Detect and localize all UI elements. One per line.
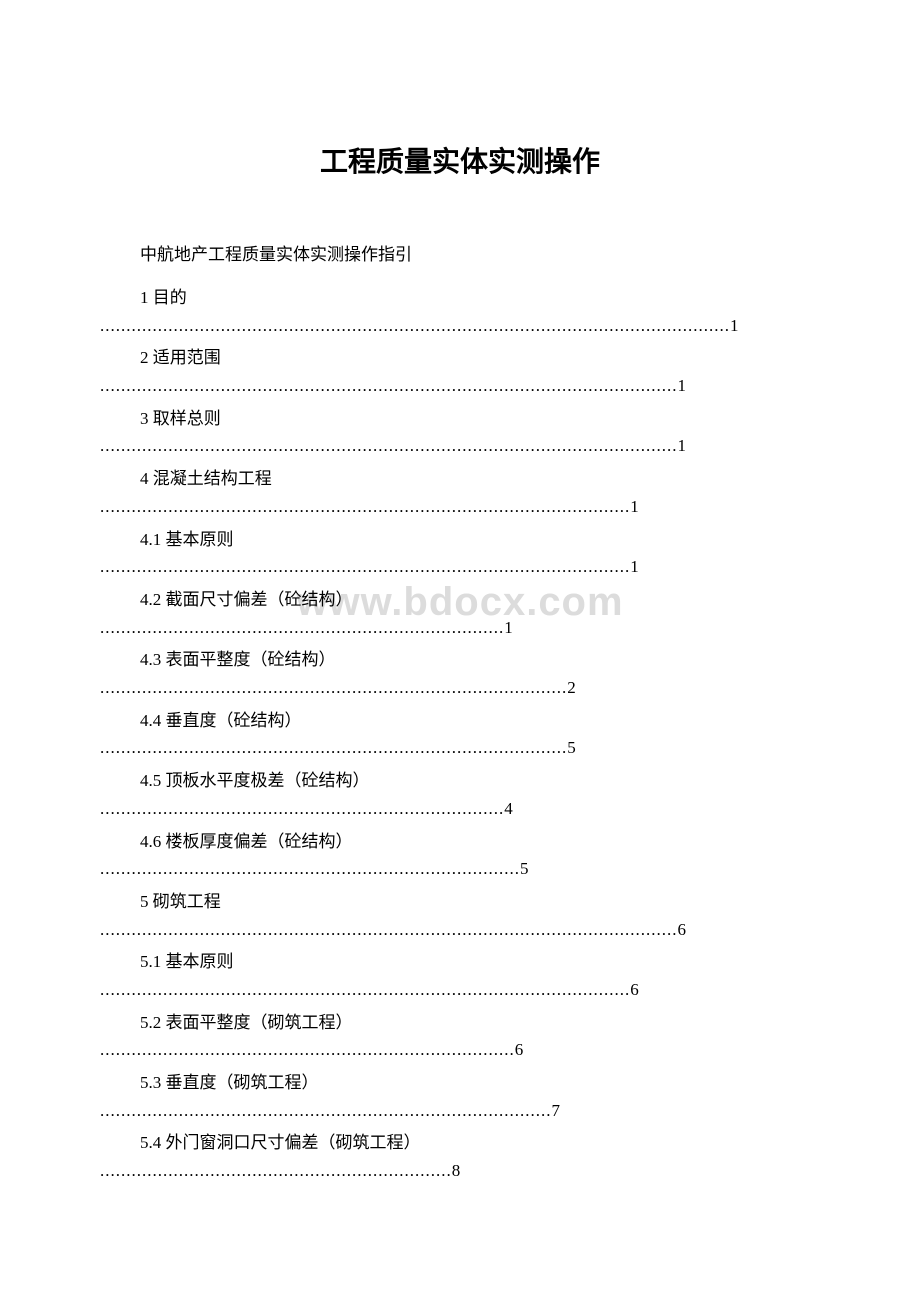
- toc-label: 5.3 垂直度（砌筑工程）: [100, 1068, 820, 1099]
- toc-page-number: .1: [499, 618, 514, 637]
- toc-leader-dots: ........................................…: [100, 857, 575, 881]
- toc-page-number: .2: [562, 678, 577, 697]
- toc-entry: 5.1 基本原则................................…: [100, 947, 820, 1001]
- toc-entry: 4.5 顶板水平度极差（砼结构）........................…: [100, 766, 820, 820]
- toc-entry: 4.6 楼板厚度偏差（砼结构）.........................…: [100, 827, 820, 881]
- toc-leader-dots: ........................................…: [100, 555, 700, 579]
- toc-entry: 5.2 表面平整度（砌筑工程）.........................…: [100, 1008, 820, 1062]
- toc-leader-dots: ........................................…: [100, 434, 760, 458]
- toc-entry: 1 目的....................................…: [100, 283, 820, 337]
- toc-page-number: 1: [630, 497, 640, 516]
- toc-entry: 4.1 基本原则................................…: [100, 525, 820, 579]
- toc-entry: 3 取样总则..................................…: [100, 404, 820, 458]
- toc-label: 3 取样总则: [100, 404, 820, 435]
- toc-leader-dots: ........................................…: [100, 314, 820, 338]
- toc-page-number: 6: [515, 1040, 525, 1059]
- toc-page-number: .1: [625, 557, 640, 576]
- toc-entry: 5.3 垂直度（砌筑工程）...........................…: [100, 1068, 820, 1122]
- toc-leader-dots: ........................................…: [100, 736, 630, 760]
- toc-page-number: .5: [515, 859, 530, 878]
- toc-page-number: 7: [552, 1101, 562, 1120]
- document-page: 工程质量实体实测操作 中航地产工程质量实体实测操作指引 1 目的........…: [0, 0, 920, 1249]
- toc-entry: 4.2 截面尺寸偏差（砼结构）.........................…: [100, 585, 820, 639]
- table-of-contents: 1 目的....................................…: [100, 283, 820, 1183]
- toc-label: 5.2 表面平整度（砌筑工程）: [100, 1008, 820, 1039]
- toc-leader-dots: ........................................…: [100, 918, 760, 942]
- toc-entry: 2 适用范围..................................…: [100, 343, 820, 397]
- toc-page-number: .8: [447, 1161, 462, 1180]
- toc-page-number: .4: [499, 799, 514, 818]
- toc-leader-dots: ........................................…: [100, 676, 630, 700]
- toc-label: 4.1 基本原则: [100, 525, 820, 556]
- page-title: 工程质量实体实测操作: [100, 140, 820, 180]
- toc-entry: 4 混凝土结构工程...............................…: [100, 464, 820, 518]
- toc-page-number: 6: [630, 980, 640, 999]
- toc-entry: 4.3 表面平整度（砼结构）..........................…: [100, 645, 820, 699]
- toc-leader-dots: ........................................…: [100, 1038, 575, 1062]
- toc-page-number: 1: [730, 316, 740, 335]
- toc-label: 4.5 顶板水平度极差（砼结构）: [100, 766, 820, 797]
- document-subtitle: 中航地产工程质量实体实测操作指引: [100, 240, 820, 265]
- toc-leader-dots: ........................................…: [100, 495, 710, 519]
- toc-entry: 5 砌筑工程..................................…: [100, 887, 820, 941]
- toc-leader-dots: ........................................…: [100, 374, 760, 398]
- toc-label: 5.4 外门窗洞口尺寸偏差（砌筑工程）: [100, 1128, 820, 1159]
- toc-leader-dots: ........................................…: [100, 978, 710, 1002]
- toc-entry: 5.4 外门窗洞口尺寸偏差（砌筑工程）.....................…: [100, 1128, 820, 1182]
- toc-page-number: 1: [678, 376, 688, 395]
- toc-label: 2 适用范围: [100, 343, 820, 374]
- toc-page-number: 6: [678, 920, 688, 939]
- toc-label: 4.3 表面平整度（砼结构）: [100, 645, 820, 676]
- toc-leader-dots: ........................................…: [100, 797, 560, 821]
- toc-leader-dots: ........................................…: [100, 616, 560, 640]
- toc-page-number: 1: [678, 436, 688, 455]
- toc-leader-dots: ........................................…: [100, 1159, 500, 1183]
- toc-label: 4.2 截面尺寸偏差（砼结构）: [100, 585, 820, 616]
- toc-label: 4 混凝土结构工程: [100, 464, 820, 495]
- toc-label: 4.4 垂直度（砼结构）: [100, 706, 820, 737]
- toc-label: 5 砌筑工程: [100, 887, 820, 918]
- toc-leader-dots: ........................................…: [100, 1099, 620, 1123]
- toc-label: 4.6 楼板厚度偏差（砼结构）: [100, 827, 820, 858]
- toc-entry: 4.4 垂直度（砼结构）............................…: [100, 706, 820, 760]
- toc-label: 1 目的: [100, 283, 820, 314]
- toc-label: 5.1 基本原则: [100, 947, 820, 978]
- toc-page-number: .5: [562, 738, 577, 757]
